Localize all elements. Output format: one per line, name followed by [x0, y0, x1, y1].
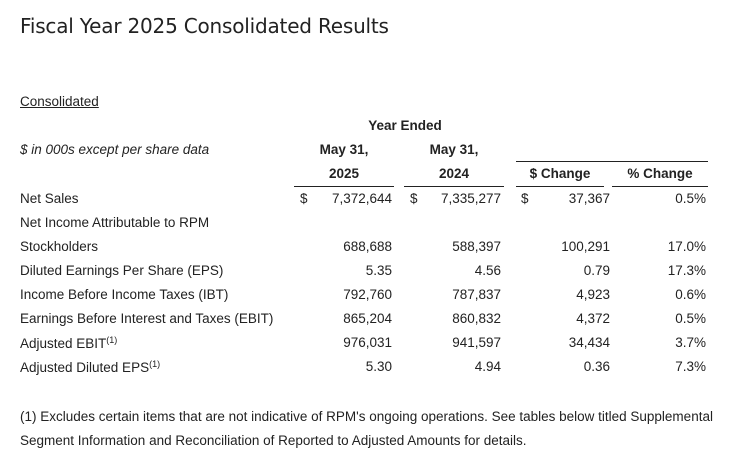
value-2025: 976,031	[343, 335, 392, 350]
table-row-ibt: Income Before Income Taxes (IBT) 792,760…	[0, 287, 738, 311]
value-change: 37,367	[568, 191, 610, 206]
row-label: Adjusted Diluted EPS(1)	[20, 359, 160, 375]
table-row-adjusted-ebit: Adjusted EBIT(1) 976,031 941,597 34,434 …	[0, 335, 738, 359]
row-label-text: Adjusted Diluted EPS	[20, 360, 150, 375]
value-pct-change: 0.6%	[675, 287, 706, 302]
value-change: 100,291	[561, 239, 610, 254]
value-change: 4,923	[576, 287, 610, 302]
dollar-sign-2025: $	[300, 191, 308, 206]
table-row-net-income-label: Net Income Attributable to RPM	[0, 215, 738, 239]
value-2025: 7,372,644	[331, 191, 392, 206]
value-pct-change: 3.7%	[675, 335, 706, 350]
value-2025: 865,204	[343, 311, 392, 326]
footnote-marker: (1)	[106, 335, 118, 345]
value-2024: 787,837	[452, 287, 501, 302]
footnote: (1) Excludes certain items that are not …	[20, 409, 713, 448]
table-row-diluted-eps: Diluted Earnings Per Share (EPS) 5.35 4.…	[0, 263, 738, 287]
row-label: Adjusted EBIT(1)	[20, 335, 117, 351]
value-pct-change: 0.5%	[675, 311, 706, 326]
value-pct-change: 7.3%	[675, 359, 706, 374]
value-2025: 688,688	[343, 239, 392, 254]
row-label: Diluted Earnings Per Share (EPS)	[20, 263, 224, 278]
col-2025-header-rule	[294, 186, 394, 187]
section-label: Consolidated	[20, 94, 99, 109]
col-2025-header-line2: 2025	[328, 166, 360, 181]
units-note: $ in 000s except per share data	[20, 142, 210, 157]
value-2024: 860,832	[452, 311, 501, 326]
page-title: Fiscal Year 2025 Consolidated Results	[20, 14, 389, 38]
col-2024-header-line2: 2024	[438, 166, 470, 181]
value-2024: 588,397	[452, 239, 501, 254]
table-row-adjusted-diluted-eps: Adjusted Diluted EPS(1) 5.30 4.94 0.36 7…	[0, 359, 738, 383]
row-label: Net Sales	[20, 191, 79, 206]
value-2025: 5.30	[365, 359, 392, 374]
footnote-marker: (1)	[149, 359, 161, 369]
change-header-top-rule	[516, 161, 708, 162]
row-label: Stockholders	[20, 239, 99, 254]
value-pct-change: 0.5%	[675, 191, 706, 206]
value-2025: 5.35	[365, 263, 392, 278]
change-header: $ Change	[529, 166, 591, 181]
pct-change-header-rule	[612, 186, 708, 187]
value-2024: 7,335,277	[440, 191, 501, 206]
change-header-rule	[516, 186, 604, 187]
col-2025-header-line1: May 31,	[319, 142, 369, 157]
table-row-ebit: Earnings Before Interest and Taxes (EBIT…	[0, 311, 738, 335]
value-2025: 792,760	[343, 287, 392, 302]
value-change: 0.79	[583, 263, 610, 278]
table-row-net-sales: Net Sales $ 7,372,644 $ 7,335,277 $ 37,3…	[0, 191, 738, 215]
row-label: Net Income Attributable to RPM	[20, 215, 210, 230]
value-2024: 4.56	[474, 263, 501, 278]
dollar-sign-2024: $	[410, 191, 418, 206]
value-2024: 941,597	[452, 335, 501, 350]
table-row-stockholders: Stockholders 688,688 588,397 100,291 17.…	[0, 239, 738, 263]
pct-change-header: % Change	[627, 166, 693, 181]
value-pct-change: 17.3%	[667, 263, 706, 278]
value-pct-change: 17.0%	[667, 239, 706, 254]
value-2024: 4.94	[474, 359, 501, 374]
row-label: Earnings Before Interest and Taxes (EBIT…	[20, 311, 274, 326]
value-change: 34,434	[568, 335, 610, 350]
year-ended-header: Year Ended	[368, 118, 442, 133]
col-2024-header-line1: May 31,	[429, 142, 479, 157]
row-label-text: Adjusted EBIT	[20, 336, 107, 351]
col-2024-header-rule	[404, 186, 504, 187]
value-change: 0.36	[583, 359, 610, 374]
row-label: Income Before Income Taxes (IBT)	[20, 287, 229, 302]
dollar-sign-change: $	[521, 191, 529, 206]
value-change: 4,372	[576, 311, 610, 326]
